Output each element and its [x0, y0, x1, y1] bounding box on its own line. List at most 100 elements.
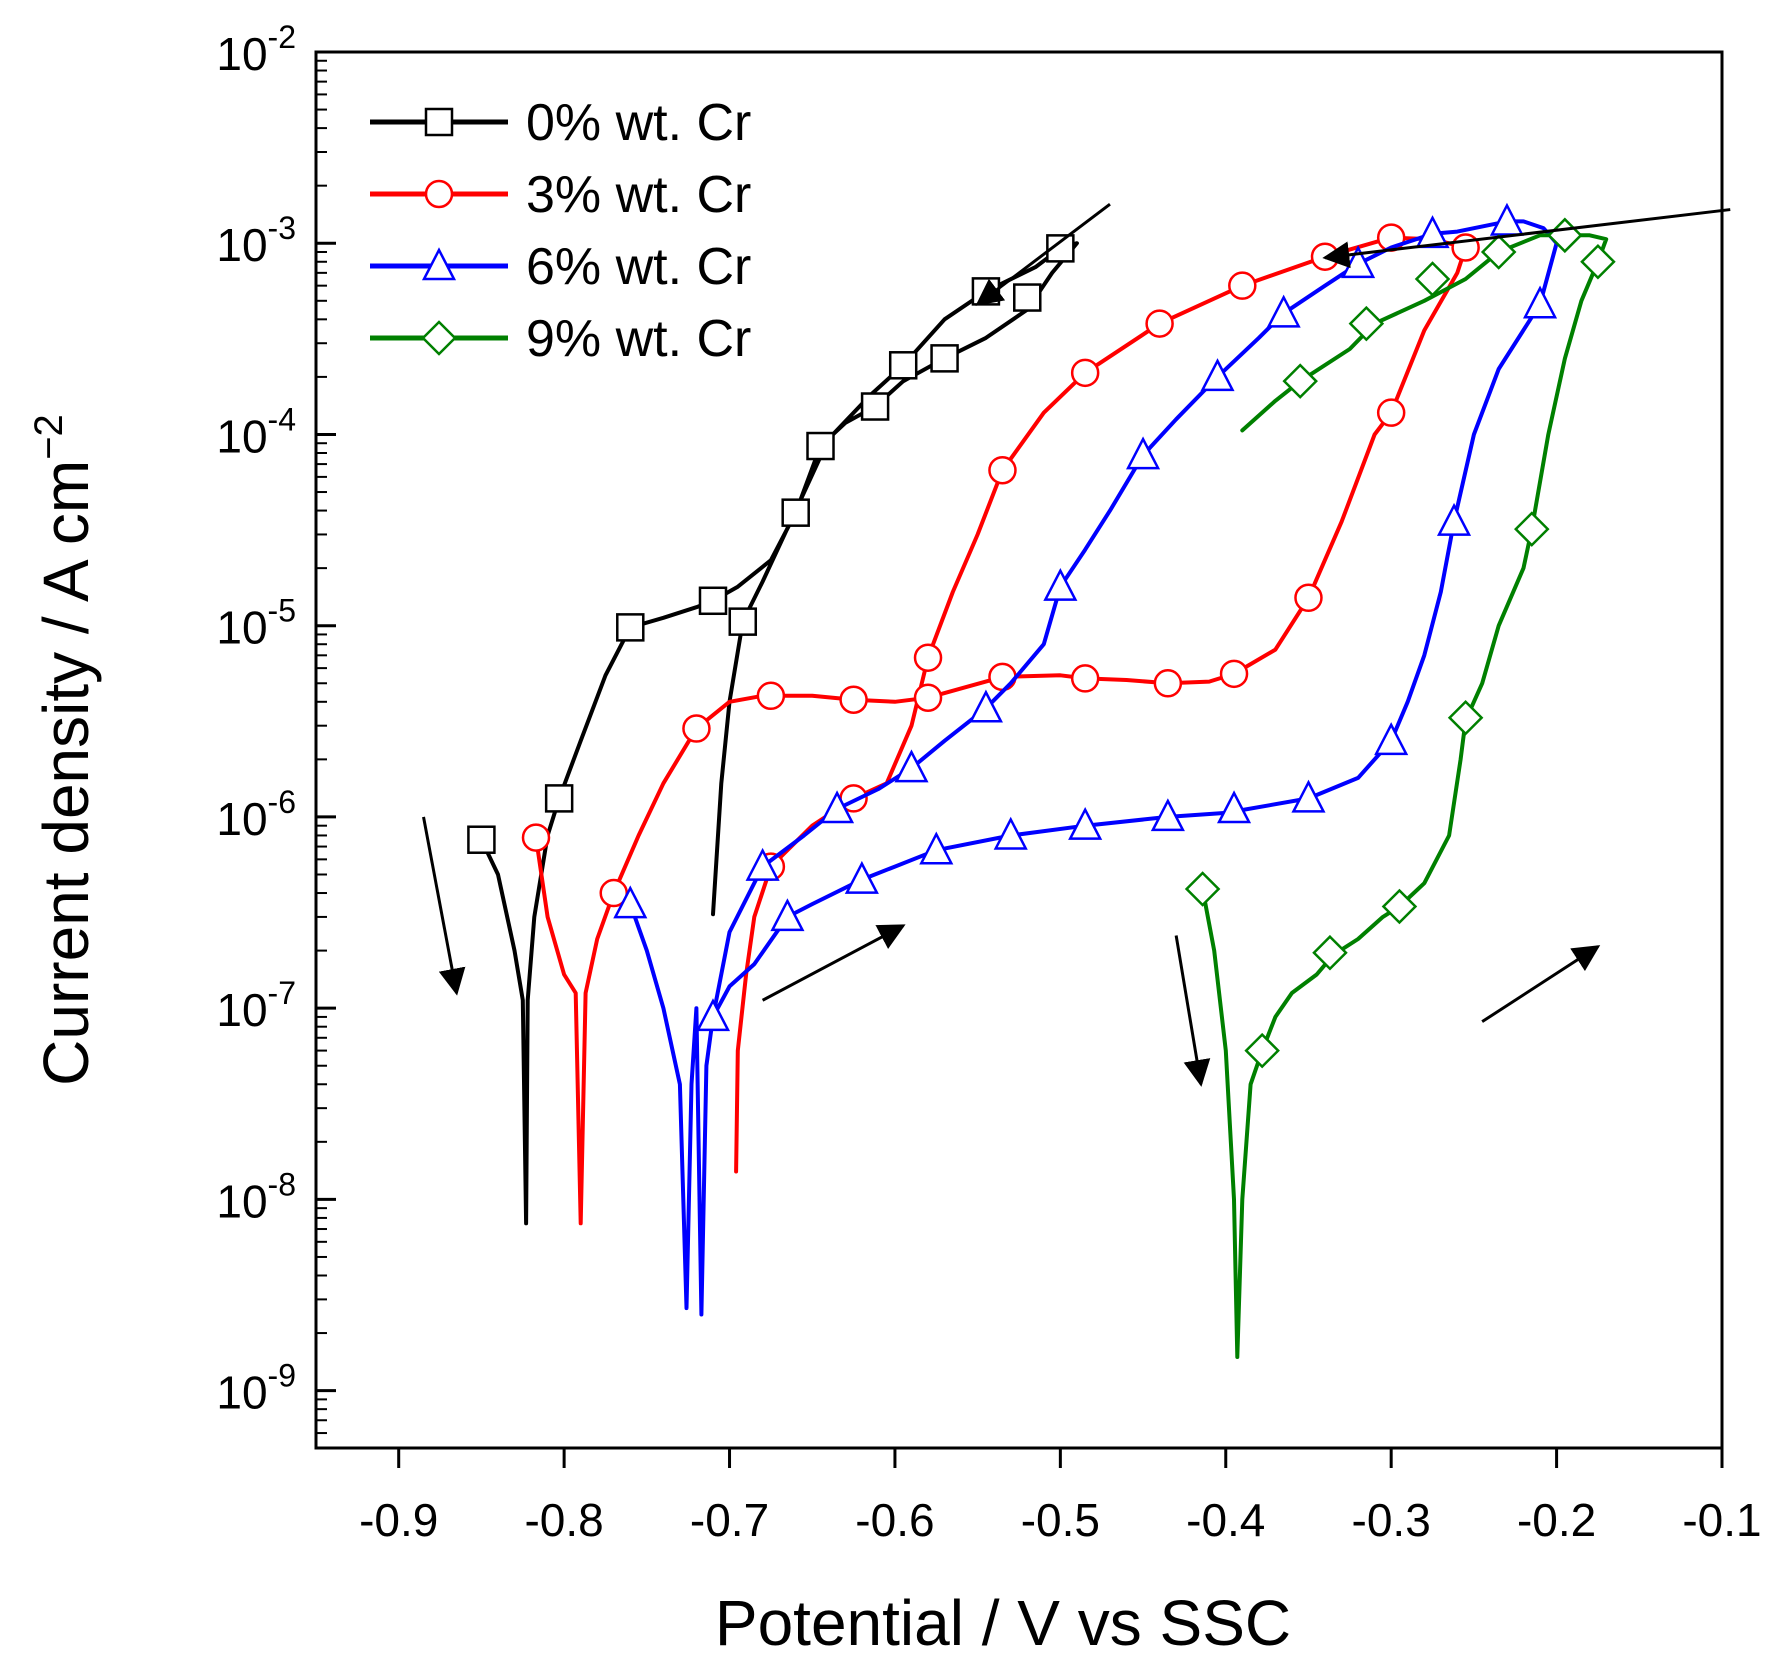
- series-marker: [1291, 779, 1326, 813]
- series-marker: [913, 643, 943, 672]
- legend-item: 3% wt. Cr: [370, 166, 751, 224]
- y-tick-exponent: -7: [268, 975, 296, 1011]
- legend-swatch-marker: [421, 320, 457, 356]
- series-marker: [1244, 1032, 1280, 1069]
- series-marker: [781, 498, 810, 527]
- y-tick-base: 10: [216, 410, 267, 462]
- series-marker: [806, 431, 835, 461]
- y-tick-base: 10: [216, 1175, 267, 1227]
- series-marker: [839, 685, 868, 714]
- series-marker: [1219, 659, 1249, 689]
- series-marker: [1489, 202, 1525, 236]
- y-tick-exponent: -8: [268, 1166, 296, 1202]
- series-line: [628, 219, 1559, 1317]
- y-tick-exponent: -5: [268, 593, 296, 629]
- y-tick-base: 10: [216, 28, 267, 80]
- legend-label: 6% wt. Cr: [526, 238, 751, 296]
- series-marker: [756, 681, 786, 711]
- series-marker: [1184, 871, 1221, 907]
- series-marker: [988, 662, 1017, 692]
- y-tick-base: 10: [216, 1367, 267, 1419]
- plot-frame: [314, 50, 1724, 1450]
- series-marker: [682, 714, 711, 743]
- series-marker: [1294, 583, 1323, 613]
- series-marker: [745, 847, 780, 881]
- legend-item: 0% wt. Cr: [370, 94, 751, 152]
- y-tick-base: 10: [216, 984, 267, 1036]
- legend-label: 0% wt. Cr: [526, 94, 751, 152]
- svg-text:Current density / A cm−2: Current density / A cm−2: [27, 414, 102, 1086]
- series-marker: [1070, 664, 1100, 693]
- x-tick-label: -0.5: [1021, 1494, 1100, 1546]
- series-marker: [1282, 363, 1318, 399]
- direction-arrow: [975, 203, 1111, 306]
- y-tick-exponent: -2: [268, 19, 296, 55]
- series-marker: [1447, 700, 1484, 736]
- legend-item: 6% wt. Cr: [370, 238, 751, 296]
- legend-swatch-marker: [424, 179, 454, 209]
- series-marker: [894, 749, 929, 783]
- series-2: [613, 202, 1559, 1317]
- annotation-arrows: [422, 203, 1731, 1087]
- y-tick-label: 10-7: [216, 975, 296, 1036]
- series-marker: [1374, 722, 1409, 756]
- y-tick-exponent: -3: [268, 210, 296, 246]
- y-axis-title: Current density / A cm−2: [27, 414, 102, 1086]
- x-tick-label: -0.2: [1517, 1494, 1596, 1546]
- x-tick-label: -0.3: [1352, 1494, 1431, 1546]
- series-marker: [919, 831, 954, 865]
- series-marker: [1415, 215, 1450, 249]
- direction-arrow: [1322, 208, 1731, 269]
- y-tick-exponent: -9: [268, 1358, 296, 1394]
- series-line: [534, 235, 1468, 1226]
- y-tick-exponent: -4: [268, 401, 296, 437]
- legend-item: 9% wt. Cr: [370, 310, 751, 368]
- x-axis-ticks: -0.9 -0.8 -0.7 -0.6 -0.5 -0.4 -0.3 -0.2 -0.1: [359, 1448, 1762, 1546]
- series-marker: [728, 607, 758, 636]
- y-tick-base: 10: [216, 793, 267, 845]
- series-marker: [819, 790, 855, 824]
- y-tick-label: 10-5: [216, 593, 296, 654]
- series-marker: [616, 613, 645, 642]
- x-tick-label: -0.1: [1682, 1494, 1761, 1546]
- y-axis-title-exp: −2: [27, 414, 71, 460]
- series-marker: [1228, 271, 1257, 300]
- series-marker: [613, 885, 648, 919]
- series-marker: [1436, 502, 1472, 536]
- series-marker: [1451, 233, 1480, 262]
- series-marker: [1266, 294, 1301, 328]
- series-marker: [993, 816, 1028, 850]
- y-axis-ticks: 10-210-310-410-510-610-710-810-9: [216, 19, 336, 1435]
- series-marker: [698, 586, 728, 616]
- series-marker: [1522, 285, 1558, 319]
- x-tick-label: -0.7: [690, 1494, 769, 1546]
- series-marker: [1312, 934, 1348, 971]
- series-marker: [1414, 261, 1451, 297]
- series-1: [521, 223, 1480, 1226]
- series-marker: [1153, 669, 1183, 698]
- series-marker: [1514, 511, 1550, 547]
- series-marker: [467, 825, 496, 854]
- y-tick-label: 10-8: [216, 1166, 296, 1227]
- series-marker: [1126, 436, 1161, 470]
- series-marker: [695, 998, 731, 1032]
- direction-arrow: [761, 924, 906, 1002]
- legend-swatch-marker: [424, 107, 454, 137]
- series-marker: [1480, 234, 1517, 270]
- series-marker: [844, 860, 879, 894]
- series-marker: [988, 455, 1017, 485]
- series-marker: [521, 823, 551, 852]
- x-tick-label: -0.6: [855, 1494, 934, 1546]
- y-axis-title-main: Current density / A cm: [30, 460, 102, 1086]
- legend-swatch-marker: [421, 247, 457, 281]
- direction-arrow: [422, 816, 466, 996]
- y-tick-label: 10-6: [216, 784, 296, 845]
- series-marker: [1013, 283, 1042, 312]
- y-tick-base: 10: [216, 602, 267, 654]
- series-marker: [860, 392, 890, 421]
- series-marker: [1580, 243, 1616, 280]
- legend: 0% wt. Cr 3% wt. Cr 6% wt. Cr 9% wt. Cr: [370, 94, 751, 368]
- series-marker: [1070, 358, 1100, 388]
- direction-arrow: [1174, 935, 1211, 1087]
- y-tick-label: 10-2: [216, 19, 296, 80]
